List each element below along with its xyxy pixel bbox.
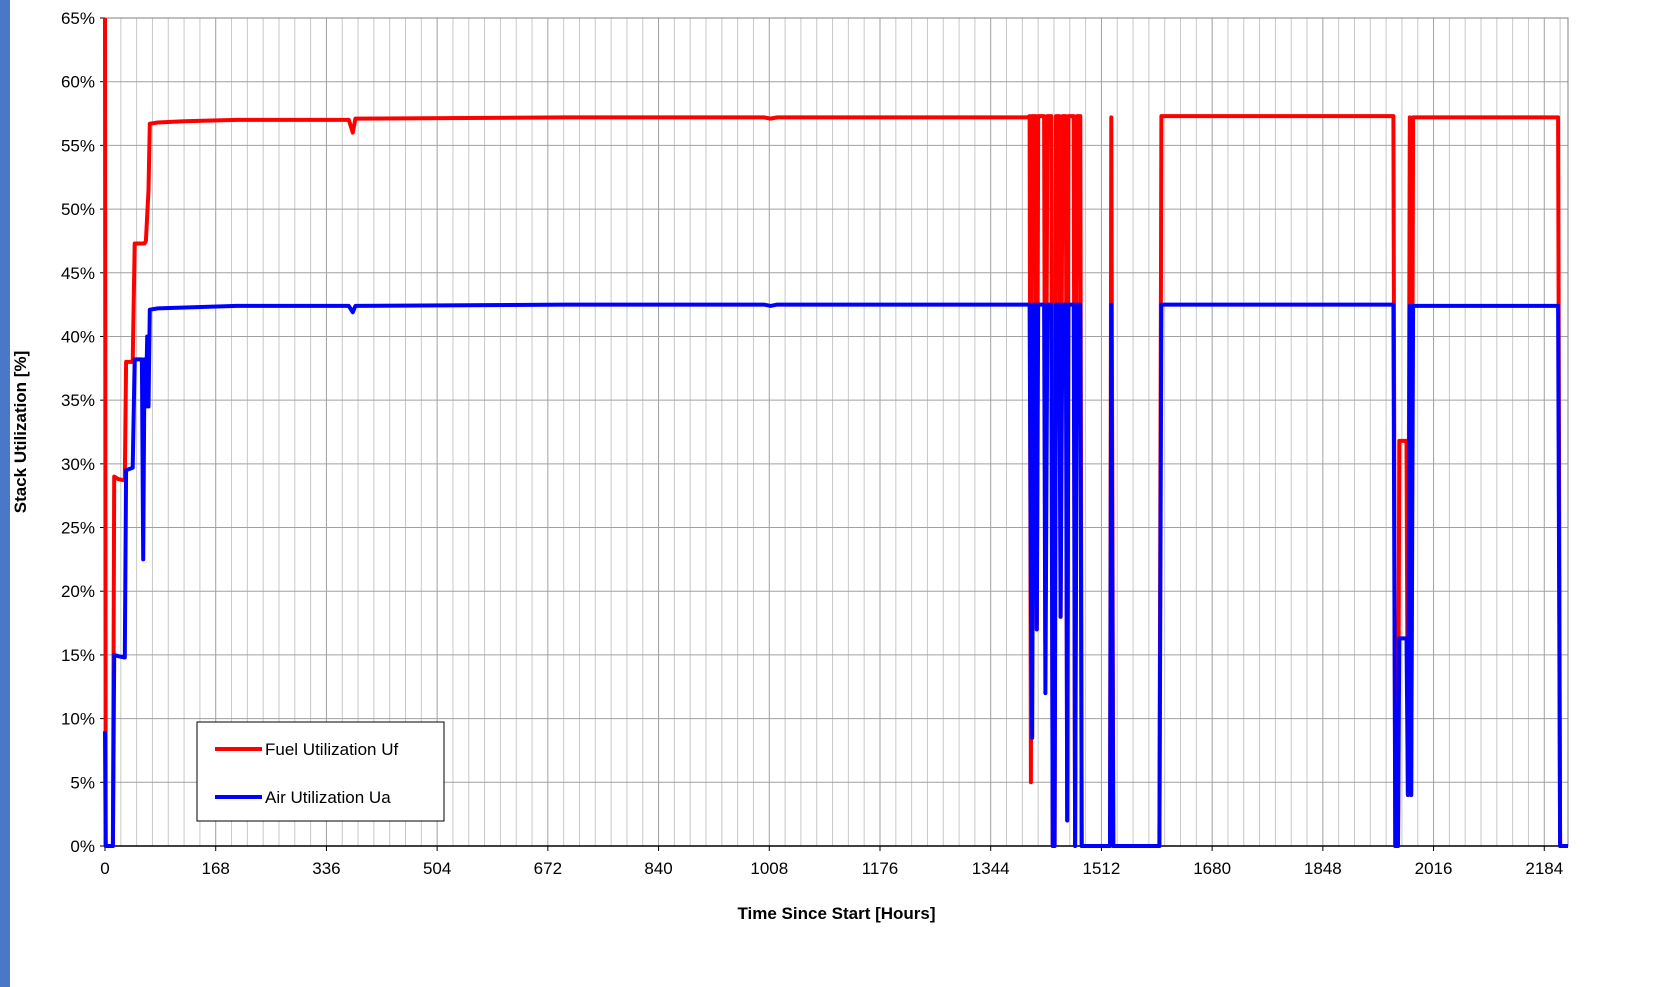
y-tick-labels: 0% 5% 10% 15% 20% 25% 30% 35% 40% 45% 50% 55% 60% 65% [61, 9, 95, 856]
x-tick-label: 504 [423, 859, 451, 878]
x-tick-label: 2184 [1525, 859, 1563, 878]
x-tick-label: 2016 [1415, 859, 1453, 878]
y-tick-label: 40% [61, 327, 95, 346]
y-tick-label: 50% [61, 200, 95, 219]
minor-gridlines [120, 18, 1561, 846]
y-tick-label: 30% [61, 455, 95, 474]
y-tick-label: 15% [61, 646, 95, 665]
y-tick-label: 55% [61, 136, 95, 155]
x-tick-labels: 0 168 336 504 672 840 1008 1176 1344 1512 1680 1848… [100, 859, 1563, 878]
y-tick-label: 60% [61, 73, 95, 92]
x-tick-label: 1680 [1193, 859, 1231, 878]
legend-box [196, 721, 445, 822]
x-tick-label: 1848 [1304, 859, 1342, 878]
x-tick-label: 336 [312, 859, 340, 878]
legend-label-air: Air Utilization Ua [265, 788, 391, 807]
y-axis-title: Stack Utilization [%] [11, 351, 30, 513]
legend: Fuel Utilization Uf Air Utilization Ua [196, 721, 445, 822]
legend-label-fuel: Fuel Utilization Uf [265, 740, 398, 759]
y-tick-label: 0% [70, 837, 95, 856]
series-layer [103, 17, 1568, 848]
x-tick-label: 168 [202, 859, 230, 878]
x-tick-label: 1176 [862, 859, 899, 878]
x-axis-title: Time Since Start [Hours] [737, 904, 935, 923]
series-line-air-utilization [103, 302, 1568, 848]
x-tick-label: 672 [534, 859, 562, 878]
x-tick-label: 1344 [972, 859, 1010, 878]
y-tick-label: 10% [61, 710, 95, 729]
x-tick-label: 0 [100, 859, 109, 878]
x-tick-label: 840 [644, 859, 672, 878]
y-tick-label: 45% [61, 264, 95, 283]
slide-side-strip [0, 0, 10, 987]
y-tick-label: 65% [61, 9, 95, 28]
y-tick-label: 5% [70, 773, 95, 792]
x-tick-label: 1512 [1083, 859, 1121, 878]
y-tick-label: 35% [61, 391, 95, 410]
x-tick-label: 1008 [750, 859, 788, 878]
y-tick-label: 25% [61, 519, 95, 538]
y-tick-label: 20% [61, 582, 95, 601]
